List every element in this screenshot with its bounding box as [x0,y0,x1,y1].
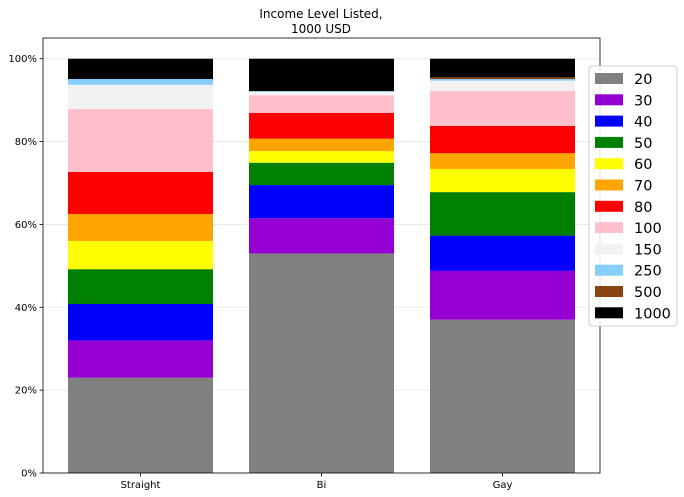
bar-segment-gay-150 [430,80,575,92]
bar-segment-bi-50 [249,162,394,186]
bar-segment-gay-500 [430,77,575,80]
bar-segment-bi-150 [249,91,394,96]
legend-swatch-250 [595,264,623,276]
bars [68,58,575,473]
chart-title: Income Level Listed, 1000 USD [259,7,382,36]
bar-segment-straight-40 [68,303,213,341]
legend-swatch-100 [595,222,623,234]
legend-label-1000: 1000 [634,306,671,322]
legend-label-50: 50 [634,136,652,152]
bar-segment-bi-250 [249,91,394,92]
bar-segment-bi-40 [249,185,394,219]
bar-segment-gay-60 [430,168,575,193]
y-tick-label: 60% [15,220,37,231]
legend: 20 30 40 50 60 70 80 100 150 250 500 1000 [588,65,678,327]
bar-segment-bi-100 [249,95,394,113]
bar-segment-straight-60 [68,241,213,270]
bar-segment-straight-50 [68,269,213,304]
y-tick-label: 40% [15,303,37,314]
y-axis: 0% 20% 40% 60% 80% 100% [8,54,43,480]
bar-segment-gay-50 [430,192,575,236]
legend-label-60: 60 [634,157,652,173]
bar-segment-gay-1000 [430,58,575,78]
bar-segment-gay-100 [430,91,575,126]
legend-swatch-500 [595,286,623,297]
legend-swatch-80 [595,200,623,212]
bar-segment-bi-70 [249,138,394,152]
legend-label-40: 40 [634,115,652,131]
legend-label-500: 500 [634,285,662,301]
bar-segment-bi-30 [249,218,394,254]
bar-segment-straight-250 [68,79,213,85]
legend-label-250: 250 [634,264,662,280]
legend-swatch-60 [595,158,623,170]
legend-swatch-20 [595,73,623,84]
bar-segment-bi-1000 [249,58,394,92]
legend-swatch-1000 [595,307,623,319]
legend-swatch-40 [595,115,623,127]
y-tick-label: 20% [15,386,37,397]
y-tick-label: 0% [21,469,37,480]
bar-segment-straight-30 [68,340,213,378]
bar-segment-straight-150 [68,84,213,109]
bar-segment-bi-60 [249,151,394,163]
y-tick-label: 80% [15,137,37,148]
legend-swatch-50 [595,136,623,148]
x-tick-label: Bi [317,480,327,491]
legend-label-20: 20 [634,72,652,88]
legend-swatch-30 [595,94,623,106]
legend-swatch-150 [595,243,623,255]
y-tick-label: 100% [8,54,37,65]
bar-segment-gay-250 [430,79,575,81]
legend-label-80: 80 [634,200,652,216]
x-tick-label: Straight [121,480,161,491]
legend-label-150: 150 [634,242,662,258]
bar-segment-gay-40 [430,235,575,271]
bar-segment-gay-20 [430,319,575,473]
chart-title-line-2: 1000 USD [291,22,351,36]
x-axis: Straight Bi Gay [121,473,513,491]
legend-swatch-70 [595,179,623,191]
legend-label-30: 30 [634,93,652,109]
legend-box [588,65,678,327]
legend-label-100: 100 [634,221,662,237]
bar-segment-straight-1000 [68,58,213,80]
bar-segment-bi-20 [249,253,394,473]
bar-segment-gay-80 [430,125,575,154]
bar-segment-bi-80 [249,112,394,139]
x-tick-label: Gay [493,480,513,491]
chart-title-line-1: Income Level Listed, [259,7,382,21]
bar-segment-straight-70 [68,214,213,241]
bar-segment-straight-80 [68,171,213,215]
bar-segment-gay-30 [430,270,575,320]
legend-label-70: 70 [634,179,652,195]
bar-segment-straight-20 [68,377,213,473]
bar-segment-gay-70 [430,153,575,169]
bar-segment-straight-100 [68,108,213,172]
